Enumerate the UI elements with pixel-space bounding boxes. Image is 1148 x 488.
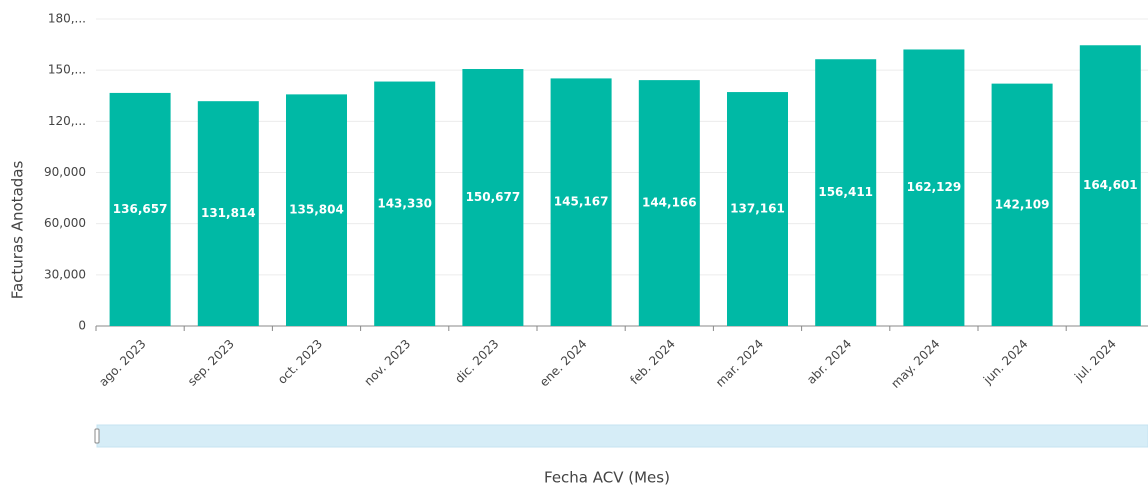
bar [550, 78, 612, 327]
bar [815, 59, 877, 326]
x-tick-label: mar. 2024 [713, 337, 766, 390]
bar [286, 94, 347, 327]
value-label: 137,161 [730, 202, 785, 216]
y-tick-label: 120,... [48, 114, 86, 128]
y-axis-title: Facturas Anotadas [9, 161, 27, 300]
x-tick-label: sep. 2023 [185, 337, 237, 389]
value-label: 164,601 [1083, 178, 1138, 192]
y-tick-label: 0 [78, 319, 86, 333]
value-label: 150,677 [466, 190, 521, 204]
x-axis-title: Fecha ACV (Mes) [544, 469, 670, 487]
scroll-handle[interactable] [94, 428, 100, 444]
bar [374, 81, 436, 326]
value-label: 144,166 [642, 196, 697, 210]
bar [462, 69, 524, 326]
x-tick-label: oct. 2023 [275, 337, 325, 387]
bar [638, 80, 700, 326]
value-label: 162,129 [907, 180, 962, 194]
x-tick-label: jul. 2024 [1071, 337, 1119, 385]
x-tick-label: dic. 2023 [452, 337, 501, 386]
x-tick-label: abr. 2024 [804, 337, 854, 387]
bar [727, 92, 788, 326]
bar [903, 49, 965, 327]
value-label: 156,411 [818, 185, 873, 199]
y-tick-label: 90,000 [44, 165, 86, 179]
x-tick-label: ago. 2023 [96, 337, 149, 390]
value-label: 135,804 [289, 203, 344, 217]
value-label: 143,330 [377, 196, 432, 210]
y-tick-label: 180,... [48, 12, 86, 26]
value-label: 142,109 [995, 197, 1050, 211]
bar [197, 101, 259, 326]
value-label: 145,167 [554, 195, 609, 209]
bar [1079, 45, 1141, 326]
x-tick-label: may. 2024 [888, 337, 942, 391]
x-tick-label: ene. 2024 [537, 337, 590, 390]
bar [991, 83, 1053, 326]
x-tick-label: nov. 2023 [361, 337, 413, 389]
bar [109, 92, 171, 327]
x-tick-label: jun. 2024 [980, 337, 1031, 388]
value-label: 131,814 [201, 206, 256, 220]
value-label: 136,657 [113, 202, 168, 216]
y-tick-label: 150,... [48, 63, 86, 77]
scrollbar[interactable] [96, 424, 1148, 448]
y-tick-label: 30,000 [44, 267, 86, 281]
x-tick-label: feb. 2024 [627, 337, 677, 387]
y-tick-label: 60,000 [44, 216, 86, 230]
